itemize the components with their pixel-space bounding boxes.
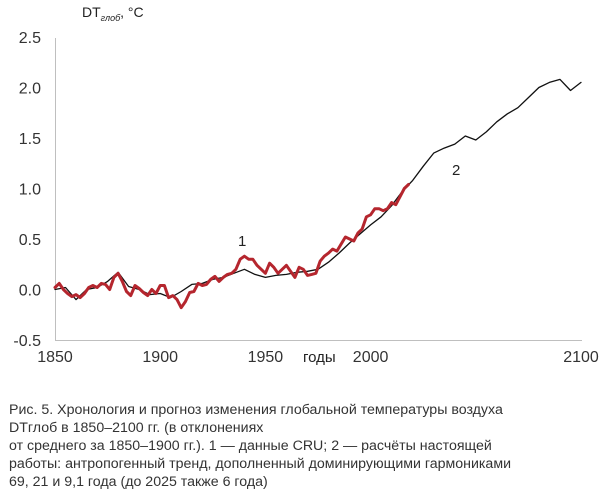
x-tick-label: 1950 bbox=[248, 349, 284, 366]
y-tick-label: 2.0 bbox=[19, 81, 41, 98]
temperature-chart: 2.5 2.0 1.5 1.0 0.5 0.0 -0.5 1850 1900 1950 2000 2… bbox=[13, 4, 599, 366]
y-axis-label-main: DT bbox=[82, 4, 101, 20]
x-ticks: 1850 1900 1950 2000 2100 bbox=[37, 349, 599, 366]
series-lines bbox=[53, 78, 582, 310]
series-1-label: 1 bbox=[238, 233, 246, 250]
caption-line: Рис. 5. Хронология и прогноз изменения г… bbox=[9, 402, 503, 418]
y-axis-label-sub: глоб bbox=[101, 13, 121, 23]
x-tick-label: 1850 bbox=[37, 349, 73, 366]
y-ticks: 2.5 2.0 1.5 1.0 0.5 0.0 -0.5 bbox=[13, 30, 41, 350]
y-axis-label: DTглоб, °С bbox=[82, 4, 144, 23]
x-tick-label: 2000 bbox=[353, 349, 389, 366]
series-line-1-cru bbox=[53, 183, 410, 310]
x-axis-label: годы bbox=[303, 349, 336, 366]
y-axis-label-unit: , °С bbox=[120, 4, 144, 20]
caption-line: DTглоб в 1850–2100 гг. (в отклонениях bbox=[9, 420, 264, 436]
y-tick-label: 2.5 bbox=[19, 30, 41, 47]
y-tick-label: 1.5 bbox=[19, 131, 41, 148]
caption-line: от среднего за 1850–1900 гг.). 1 — данны… bbox=[9, 438, 492, 454]
y-tick-label: -0.5 bbox=[13, 333, 41, 350]
x-tick-label: 1900 bbox=[142, 349, 178, 366]
y-tick-label: 0.0 bbox=[19, 283, 41, 300]
caption-line: 69, 21 и 9,1 года (до 2025 также 6 года) bbox=[9, 474, 268, 490]
x-tick-label: 2100 bbox=[563, 349, 599, 366]
y-tick-label: 1.0 bbox=[19, 182, 41, 199]
caption-line: работы: антропогенный тренд, дополненный… bbox=[9, 456, 511, 472]
series-2-label: 2 bbox=[452, 162, 460, 179]
y-tick-label: 0.5 bbox=[19, 232, 41, 249]
figure-caption: Рис. 5. Хронология и прогноз изменения г… bbox=[9, 401, 607, 491]
